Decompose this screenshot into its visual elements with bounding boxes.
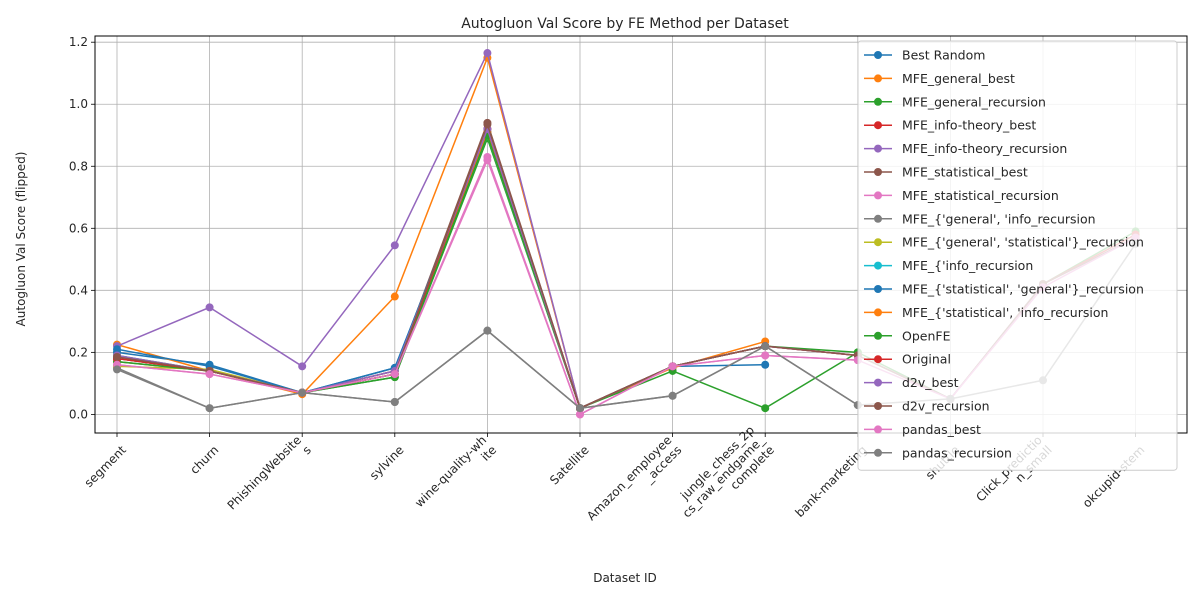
legend-item: MFE_general_best [864,71,1015,86]
legend-label: MFE_{'general', 'info_recursion [902,211,1096,226]
data-point [390,370,399,379]
legend-label: MFE_{'statistical', 'general'}_recursion [902,282,1144,297]
legend-marker [874,238,882,247]
legend-marker [874,51,882,59]
legend-marker [874,121,882,130]
y-tick-label: 0.4 [69,283,88,297]
legend-label: pandas_best [902,422,981,437]
data-point [113,345,121,354]
y-tick-label: 1.2 [69,35,88,49]
legend: Best Random MFE_general_best MFE_general_r… [857,40,1178,471]
legend-marker [874,144,882,153]
legend-marker [874,378,882,387]
legend-label: OpenFE [902,328,951,343]
legend-item: Best Random [864,48,985,63]
legend-label: Best Random [902,48,985,63]
legend-marker [874,285,882,293]
legend-marker [874,97,882,106]
x-axis-title: Dataset ID [593,571,657,585]
plot-frame [94,35,1188,434]
legend-label: d2v_recursion [902,399,990,414]
y-tick-label: 0.2 [69,345,88,359]
legend-label: MFE_general_recursion [902,94,1046,109]
legend-item: MFE_statistical_recursion [864,188,1059,203]
legend-item: MFE_{'statistical', 'info_recursion [864,305,1108,320]
legend-item: OpenFE [864,328,951,343]
y-tick-label: 1.0 [69,97,88,111]
data-point [483,49,492,58]
legend-marker [874,308,882,317]
legend-marker [874,261,882,270]
data-point [205,370,214,379]
data-point [761,404,770,413]
data-point [205,404,214,413]
y-tick-label: 0.0 [69,407,88,421]
legend-item: MFE_{'general', 'statistical'}_recursion [864,235,1144,250]
legend-marker [874,191,882,200]
legend-marker [874,331,882,340]
data-point [205,303,214,312]
legend-marker [874,168,882,176]
legend-marker [874,448,882,457]
legend-item: pandas_best [864,422,981,437]
data-point [483,120,492,129]
legend-label: MFE_{'statistical', 'info_recursion [902,305,1108,320]
y-axis-title: Autogluon Val Score (flipped) [14,152,28,327]
legend-label: MFE_info-theory_best [902,118,1036,133]
legend-label: MFE_{'info_recursion [902,258,1033,273]
legend-item: MFE_{'general', 'info_recursion [864,211,1096,226]
y-axis: 0.0 0.2 0.4 0.6 0.8 1.0 1.2 [69,35,95,421]
data-point [761,360,770,369]
legend-item: MFE_{'info_recursion [864,258,1033,273]
legend-item: d2v_recursion [864,399,990,414]
data-point [483,152,492,161]
data-point [390,241,399,250]
legend-item: MFE_info-theory_recursion [864,141,1067,156]
legend-item: MFE_statistical_best [864,165,1028,180]
legend-marker [874,402,882,410]
legend-marker [874,74,882,83]
legend-label: MFE_{'general', 'statistical'}_recursion [902,235,1144,250]
data-point [668,362,677,371]
legend-item: MFE_general_recursion [864,94,1046,109]
y-tick-label: 0.8 [69,159,88,173]
data-point [298,362,307,371]
legend-marker [874,355,882,364]
data-point [761,342,770,351]
data-point [298,388,307,397]
data-point [668,391,677,400]
legend-item: MFE_info-theory_best [864,118,1036,133]
legend-item: pandas_recursion [864,445,1012,460]
data-point [390,397,399,406]
legend-label: Original [902,352,951,367]
data-point [576,404,584,413]
legend-label: MFE_statistical_recursion [902,188,1059,203]
legend-label: MFE_statistical_best [902,165,1028,180]
legend-marker [874,214,882,223]
legend-item: Original [864,352,951,367]
data-point [113,365,121,374]
legend-label: pandas_recursion [902,445,1012,460]
legend-label: d2v_best [902,375,959,390]
data-point [576,410,584,419]
legend-label: MFE_general_best [902,71,1015,86]
y-tick-label: 0.6 [69,221,88,235]
legend-label: MFE_info-theory_recursion [902,141,1067,156]
data-point [390,292,399,301]
legend-item: MFE_{'statistical', 'general'}_recursion [864,282,1144,297]
legend-marker [874,425,882,434]
legend-box [857,40,1178,471]
data-point [113,353,121,362]
chart-title: Autogluon Val Score by FE Method per Dat… [461,16,789,32]
data-point [483,326,492,335]
legend-item: d2v_best [864,375,959,390]
data-point [761,351,770,360]
